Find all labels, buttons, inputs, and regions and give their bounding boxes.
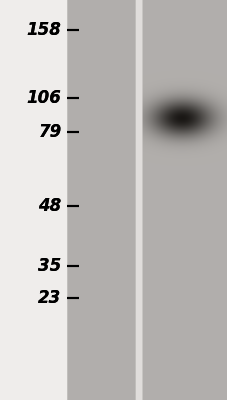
Bar — [142, 0, 227, 400]
Text: 158: 158 — [27, 21, 61, 39]
Bar — [67, 0, 135, 400]
Bar — [135, 0, 142, 400]
Text: 79: 79 — [38, 123, 61, 141]
Text: 35: 35 — [38, 257, 61, 275]
Text: 158: 158 — [27, 21, 61, 39]
Text: 23: 23 — [38, 289, 61, 307]
Text: 106: 106 — [27, 89, 61, 107]
Text: 48: 48 — [38, 197, 61, 215]
Text: 48: 48 — [38, 197, 61, 215]
Text: 106: 106 — [27, 89, 61, 107]
Text: 79: 79 — [38, 123, 61, 141]
Text: 35: 35 — [38, 257, 61, 275]
Text: 23: 23 — [38, 289, 61, 307]
